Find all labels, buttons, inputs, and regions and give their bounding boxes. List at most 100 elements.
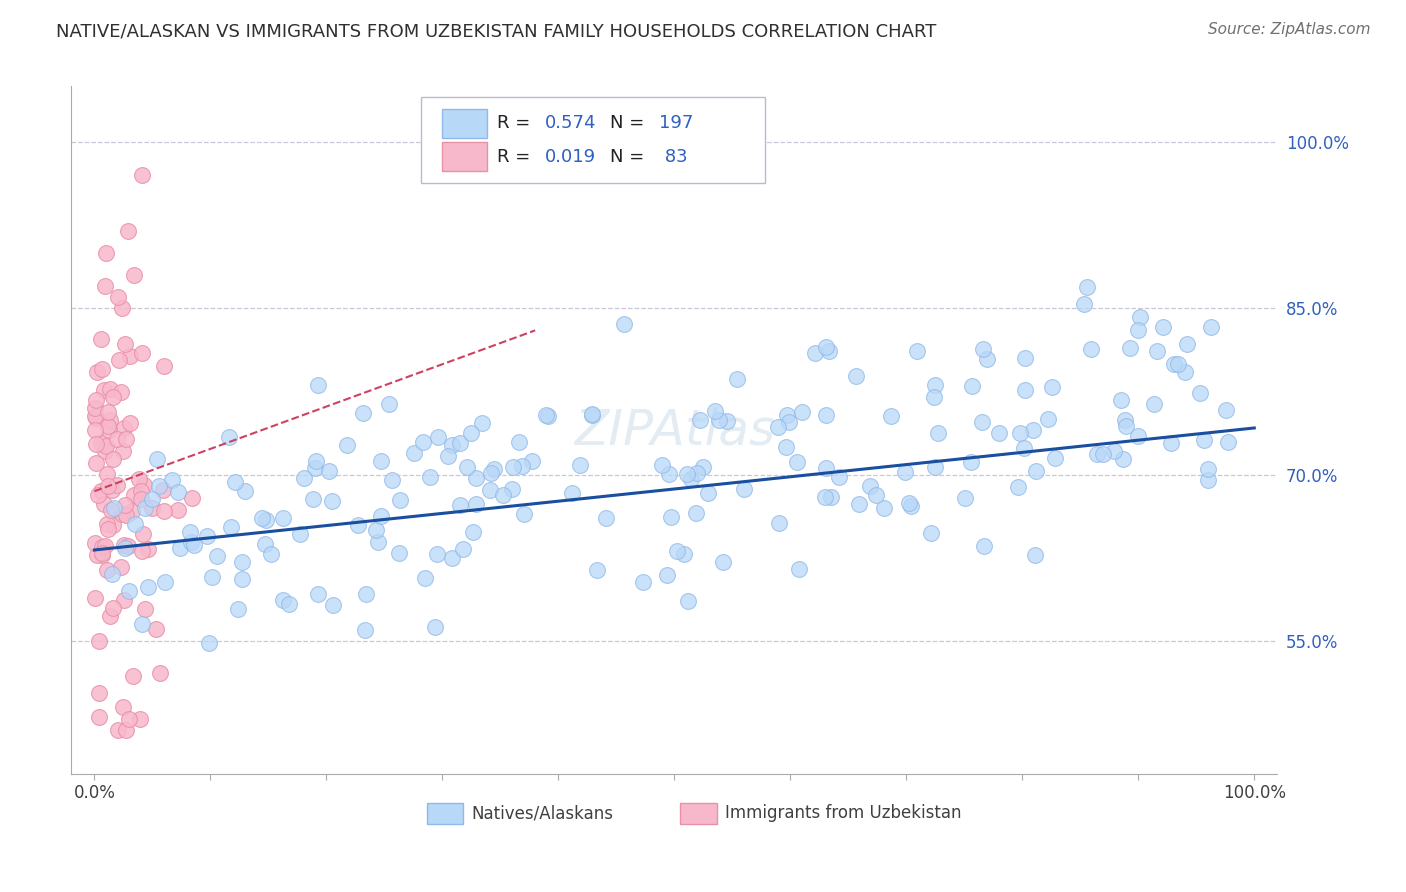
Point: [153, 359, 176, 374]
Point: [586, 563, 609, 577]
Point: [651, 458, 673, 473]
Point: [859, 479, 882, 493]
Point: [501, 482, 523, 496]
Point: [900, 499, 922, 513]
Point: [873, 500, 896, 515]
Point: [725, 372, 748, 386]
Point: [1014, 351, 1036, 365]
Point: [464, 471, 486, 485]
Point: [404, 446, 426, 460]
Point: [103, 390, 125, 404]
Point: [508, 435, 530, 450]
Point: [353, 406, 375, 420]
Text: 83: 83: [658, 147, 688, 166]
Point: [94, 539, 117, 553]
Point: [1143, 397, 1166, 411]
Point: [1163, 357, 1185, 371]
Point: [98, 608, 121, 623]
Point: [1216, 435, 1239, 450]
Point: [87, 709, 110, 723]
Point: [180, 491, 202, 505]
Point: [114, 498, 136, 512]
Point: [820, 490, 842, 504]
Point: [122, 488, 145, 502]
Point: [814, 461, 837, 475]
Point: [231, 572, 253, 586]
Point: [169, 541, 191, 555]
Point: [449, 436, 471, 450]
Point: [97, 423, 120, 437]
Point: [273, 592, 295, 607]
Point: [219, 520, 242, 534]
Point: [457, 459, 479, 474]
Point: [195, 529, 218, 543]
Point: [845, 369, 868, 384]
Point: [924, 378, 946, 392]
Text: Source: ZipAtlas.com: Source: ZipAtlas.com: [1208, 22, 1371, 37]
Point: [471, 416, 494, 430]
Point: [180, 534, 202, 549]
Text: R =: R =: [498, 114, 536, 133]
Point: [463, 524, 485, 539]
Point: [786, 454, 808, 468]
Point: [427, 430, 450, 444]
Point: [704, 404, 727, 418]
Bar: [427, 803, 463, 823]
Point: [685, 506, 707, 520]
Point: [440, 551, 463, 566]
Text: N =: N =: [610, 147, 651, 166]
Point: [318, 464, 340, 478]
Point: [425, 620, 447, 634]
Point: [292, 471, 315, 485]
Point: [121, 503, 143, 517]
Point: [733, 483, 755, 497]
Point: [1024, 548, 1046, 562]
Point: [111, 301, 134, 315]
Point: [94, 279, 117, 293]
Point: [111, 507, 134, 521]
Point: [479, 466, 502, 480]
Point: [1012, 441, 1035, 455]
Point: [581, 408, 603, 422]
Point: [707, 413, 730, 427]
Point: [97, 419, 120, 434]
Point: [146, 451, 169, 466]
Point: [148, 479, 170, 493]
Point: [520, 453, 543, 467]
Point: [91, 540, 114, 554]
Point: [110, 560, 132, 574]
Point: [972, 415, 994, 429]
Point: [91, 548, 114, 562]
Point: [86, 393, 108, 408]
Point: [513, 507, 536, 521]
Text: N =: N =: [610, 114, 651, 133]
Point: [673, 547, 696, 561]
Point: [1199, 319, 1222, 334]
Point: [803, 346, 825, 360]
Point: [321, 493, 343, 508]
Point: [460, 426, 482, 441]
Point: [83, 536, 105, 550]
Point: [84, 436, 107, 450]
Point: [976, 351, 998, 366]
Point: [894, 465, 917, 479]
Point: [86, 548, 108, 562]
Point: [114, 337, 136, 351]
Point: [122, 268, 145, 282]
Point: [1126, 428, 1149, 442]
Point: [117, 539, 139, 553]
Point: [1188, 385, 1211, 400]
Point: [927, 426, 949, 441]
Point: [1115, 419, 1137, 434]
Point: [388, 546, 411, 560]
Point: [118, 584, 141, 599]
Point: [91, 362, 114, 376]
Point: [828, 470, 851, 484]
Point: [112, 593, 135, 607]
Point: [91, 546, 114, 560]
Point: [84, 401, 107, 415]
Point: [441, 438, 464, 452]
Point: [1080, 343, 1102, 357]
Point: [103, 452, 125, 467]
Point: [136, 580, 159, 594]
